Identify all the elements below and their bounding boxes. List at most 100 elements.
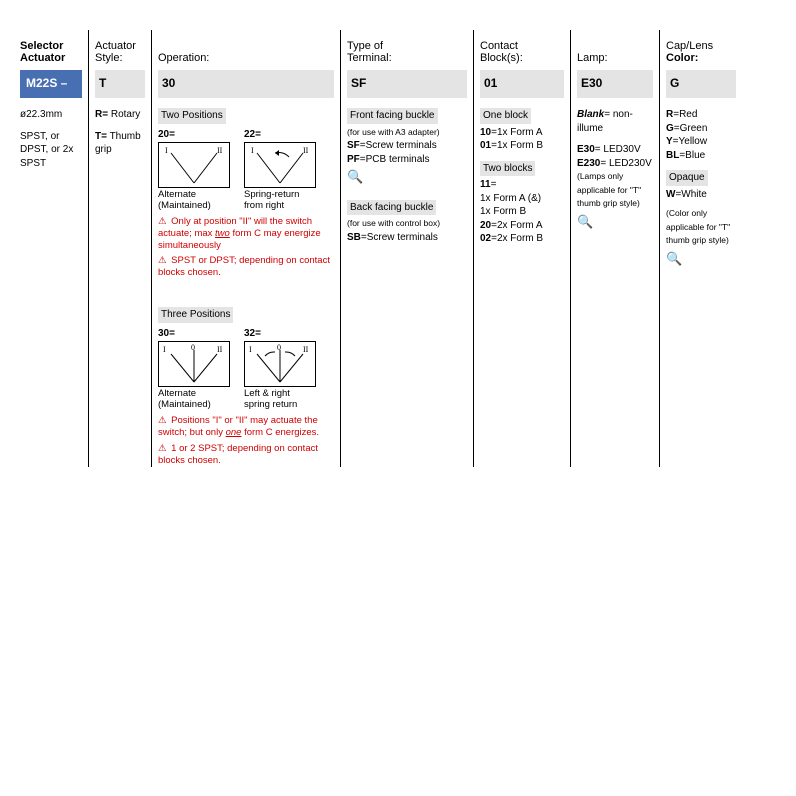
header-line2: Terminal:	[347, 52, 467, 64]
warning-icon: ⚠	[158, 255, 167, 267]
option-label: =1x Form B	[491, 140, 543, 151]
diagram-box: I0II	[158, 341, 230, 387]
col-header: Actuator Style:	[95, 30, 145, 68]
option-code: Y	[666, 136, 673, 147]
diagram-box: III	[158, 142, 230, 188]
svg-text:II: II	[303, 345, 309, 354]
diagram-22: 22= III Spring-returnfrom right	[244, 128, 318, 212]
col-header: Operation:	[158, 30, 334, 68]
diagram-row: 20= III Alternate(Maintained) 22= III Sp…	[158, 128, 334, 212]
divider	[88, 30, 89, 467]
group-heading: Back facing buckle	[347, 200, 436, 216]
divider	[340, 30, 341, 467]
header-line2: Style:	[95, 52, 145, 64]
code-cell: T	[95, 70, 145, 98]
group-heading: Three Positions	[158, 307, 233, 323]
col-operation: Operation: 30 Two Positions 20= III Alte…	[158, 30, 334, 467]
col-header: Lamp:	[577, 30, 653, 68]
col-color: Cap/Lens Color: G R=Red G=Green Y=Yellow…	[666, 30, 736, 467]
diagram-30: 30= I0II Alternate(Maintained)	[158, 327, 232, 411]
option-label: 1x Form B	[480, 206, 526, 217]
option-code: E30	[577, 144, 595, 155]
diagram-box: I0II	[244, 341, 316, 387]
header-line1: Type of	[347, 40, 467, 52]
option-code: 02	[480, 233, 491, 244]
group-heading: Two Positions	[158, 108, 226, 124]
warning-text: ⚠ Positions "I" or "II" may actuate the …	[158, 415, 334, 439]
applicability-note: (Color only applicable for "T" thumb gri…	[666, 208, 730, 245]
applicability-note: (Lamps only applicable for "T" thumb gri…	[577, 171, 641, 208]
svg-text:I: I	[163, 345, 166, 354]
option-code: T=	[95, 131, 107, 142]
divider	[659, 30, 660, 467]
header-line1: Contact	[480, 40, 564, 52]
diagram-label: 22=	[244, 128, 318, 142]
warning-icon: ⚠	[158, 415, 167, 427]
magnifier-icon: 🔍	[347, 168, 363, 186]
option-code: 20	[480, 220, 491, 231]
warning-icon: ⚠	[158, 216, 167, 228]
option-label: 1x Form A (&)	[480, 193, 541, 204]
option-label: =Green	[674, 123, 708, 134]
option-label: =Screw terminals	[360, 140, 437, 151]
header-line: Lamp:	[577, 52, 653, 64]
header-line1: Selector	[20, 40, 82, 52]
warning-text: ⚠ 1 or 2 SPST; depending on contact bloc…	[158, 443, 334, 467]
option-label: =2x Form B	[491, 233, 543, 244]
diagram-caption: Alternate(Maintained)	[158, 190, 232, 212]
magnifier-icon: 🔍	[666, 250, 682, 268]
col-header: Contact Block(s):	[480, 30, 564, 68]
svg-text:I: I	[165, 146, 168, 155]
svg-text:II: II	[217, 345, 223, 354]
option-label: =PCB terminals	[360, 154, 430, 165]
spst-note: SPST, or DPST, or 2x SPST	[20, 130, 82, 171]
option-code: SF	[347, 140, 360, 151]
option-label: = LED230V	[600, 158, 651, 169]
svg-text:I: I	[249, 345, 252, 354]
group-heading: Two blocks	[480, 161, 535, 177]
dimension: ø22.3mm	[20, 108, 82, 122]
option-label: =Blue	[679, 150, 705, 161]
option-code: Blank	[577, 109, 604, 120]
option-label: =White	[675, 189, 706, 200]
divider	[473, 30, 474, 467]
spec-table: Selector Actuator M22S – ø22.3mm SPST, o…	[20, 30, 776, 467]
diagram-caption: Spring-returnfrom right	[244, 190, 318, 212]
group-heading: Opaque	[666, 170, 708, 186]
header-line2: Actuator	[20, 52, 82, 64]
col-header: Type of Terminal:	[347, 30, 467, 68]
col-content: One block 10=1x Form A 01=1x Form B Two …	[480, 108, 564, 246]
option-code: SB	[347, 232, 361, 243]
warning-icon: ⚠	[158, 443, 167, 455]
option-code: E230	[577, 158, 600, 169]
diagram-caption: Left & rightspring return	[244, 389, 318, 411]
diagram-row: 30= I0II Alternate(Maintained) 32= I0II …	[158, 327, 334, 411]
diagram-32: 32= I0II Left & rightspring return	[244, 327, 318, 411]
col-header: Cap/Lens Color:	[666, 30, 736, 68]
option-code: R=	[95, 109, 108, 120]
warning-text: ⚠ Only at position "II" will the switch …	[158, 216, 334, 252]
magnifier-icon: 🔍	[577, 213, 593, 231]
col-header: Selector Actuator	[20, 30, 82, 68]
svg-text:I: I	[251, 146, 254, 155]
diagram-label: 32=	[244, 327, 318, 341]
col-content: R=Red G=Green Y=Yellow BL=Blue Opaque W=…	[666, 108, 736, 267]
code-cell: M22S –	[20, 70, 82, 98]
header-line1: Actuator	[95, 40, 145, 52]
col-lamp: Lamp: E30 Blank= non-illume E30= LED30V …	[577, 30, 653, 467]
group-heading: Front facing buckle	[347, 108, 438, 124]
option-label: =Yellow	[673, 136, 707, 147]
diagram-box: III	[244, 142, 316, 188]
warning-text: ⚠ SPST or DPST; depending on contact blo…	[158, 255, 334, 279]
option-label: = LED30V	[595, 144, 641, 155]
usage-note: (for use with control box)	[347, 218, 440, 228]
group-heading: One block	[480, 108, 531, 124]
option-code: 10	[480, 127, 491, 138]
option-code: BL	[666, 150, 679, 161]
option-code: G	[666, 123, 674, 134]
svg-text:II: II	[217, 146, 223, 155]
option-code: 01	[480, 140, 491, 151]
option-code: PF	[347, 154, 360, 165]
diagram-20: 20= III Alternate(Maintained)	[158, 128, 232, 212]
header-line2: Block(s):	[480, 52, 564, 64]
